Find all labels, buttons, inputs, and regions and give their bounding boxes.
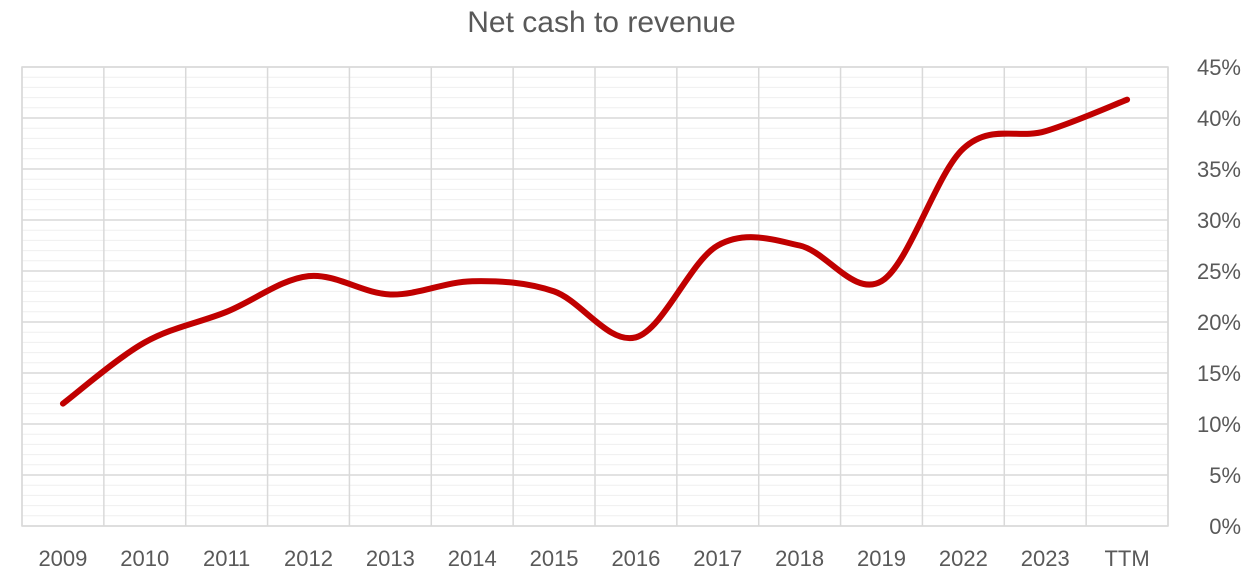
y-tick-label: 10% <box>1197 412 1241 437</box>
y-tick-label: 5% <box>1209 463 1241 488</box>
y-tick-label: 0% <box>1209 514 1241 539</box>
y-tick-label: 25% <box>1197 259 1241 284</box>
series-line <box>59 96 1131 407</box>
y-tick-label: 45% <box>1197 55 1241 80</box>
x-tick-label: 2016 <box>611 546 660 571</box>
x-tick-label: 2014 <box>448 546 497 571</box>
x-tick-label: 2015 <box>530 546 579 571</box>
x-tick-label: 2010 <box>120 546 169 571</box>
x-axis-ticks: 2009 2010 2011 2012 2013 2014 2015 2016 2017 2018… <box>38 546 1149 571</box>
x-tick-label: 2013 <box>366 546 415 571</box>
y-tick-label: 30% <box>1197 208 1241 233</box>
x-tick-label: 2019 <box>857 546 906 571</box>
plot-area-frame <box>21 66 1169 527</box>
x-tick-label: 2023 <box>1021 546 1070 571</box>
x-tick-label: TTM <box>1104 546 1149 571</box>
y-tick-label: 35% <box>1197 157 1241 182</box>
x-tick-label: 2018 <box>775 546 824 571</box>
x-tick-label: 2011 <box>203 546 250 571</box>
y-tick-label: 15% <box>1197 361 1241 386</box>
y-tick-label: 20% <box>1197 310 1241 335</box>
plot-frame <box>21 66 1169 527</box>
y-tick-label: 40% <box>1197 106 1241 131</box>
x-tick-label: 2022 <box>939 546 988 571</box>
series-lines <box>59 96 1131 407</box>
x-tick-label: 2012 <box>284 546 333 571</box>
chart-title: Net cash to revenue <box>467 6 736 39</box>
x-tick-label: 2017 <box>693 546 742 571</box>
y-axis-ticks: 0% 5% 10% 15% 20% 25% 30% 35% 40% 45% <box>1197 55 1241 539</box>
x-tick-label: 2009 <box>38 546 87 571</box>
